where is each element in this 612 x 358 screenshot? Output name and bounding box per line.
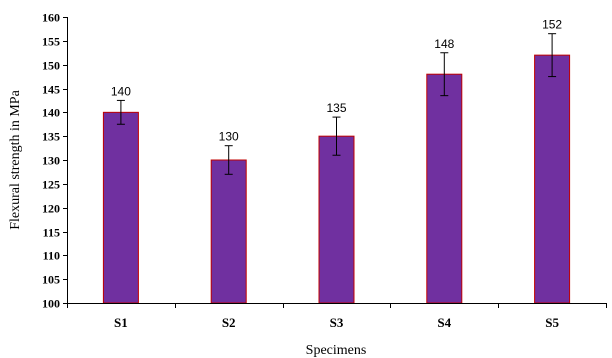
bar	[318, 135, 355, 304]
y-tick-label: 130	[42, 154, 60, 168]
data-label: 140	[111, 84, 131, 98]
data-label: 130	[219, 130, 239, 144]
error-bars	[116, 33, 557, 175]
bars	[102, 54, 571, 304]
y-tick-label: 110	[43, 249, 60, 263]
y-tick-label: 140	[42, 106, 60, 120]
x-tick-label: S3	[330, 315, 344, 330]
bar	[102, 111, 139, 304]
y-axis-title: Flexural strength in MPa	[8, 89, 23, 229]
data-label: 135	[326, 101, 346, 115]
y-tick-label: 150	[42, 59, 60, 73]
x-tick-label: S1	[114, 315, 128, 330]
y-tick-label: 135	[42, 130, 60, 144]
y-tick-label: 145	[42, 83, 60, 97]
y-tick-label: 120	[42, 202, 60, 216]
y-axis-ticks: 100 105 110 115 120 125 130 135 140 145 150 155 160	[42, 11, 67, 311]
data-label: 148	[434, 37, 454, 51]
data-label: 152	[542, 18, 562, 32]
y-tick-label: 100	[42, 297, 60, 311]
x-tick-label: S4	[437, 315, 451, 330]
bar	[426, 73, 463, 304]
x-tick-label: S5	[545, 315, 559, 330]
y-tick-label: 155	[42, 35, 60, 49]
y-tick-label: 105	[42, 273, 60, 287]
x-axis-ticks: S1 S2 S3 S4 S5	[67, 303, 607, 330]
y-tick-label: 115	[43, 226, 60, 240]
bar	[210, 159, 247, 304]
bar	[534, 54, 571, 304]
y-tick-label: 160	[42, 11, 60, 25]
data-labels: 140 130 135 148 152	[111, 18, 563, 144]
y-tick-label: 125	[42, 178, 60, 192]
x-tick-label: S2	[222, 315, 236, 330]
x-axis-title: Specimens	[306, 343, 367, 358]
